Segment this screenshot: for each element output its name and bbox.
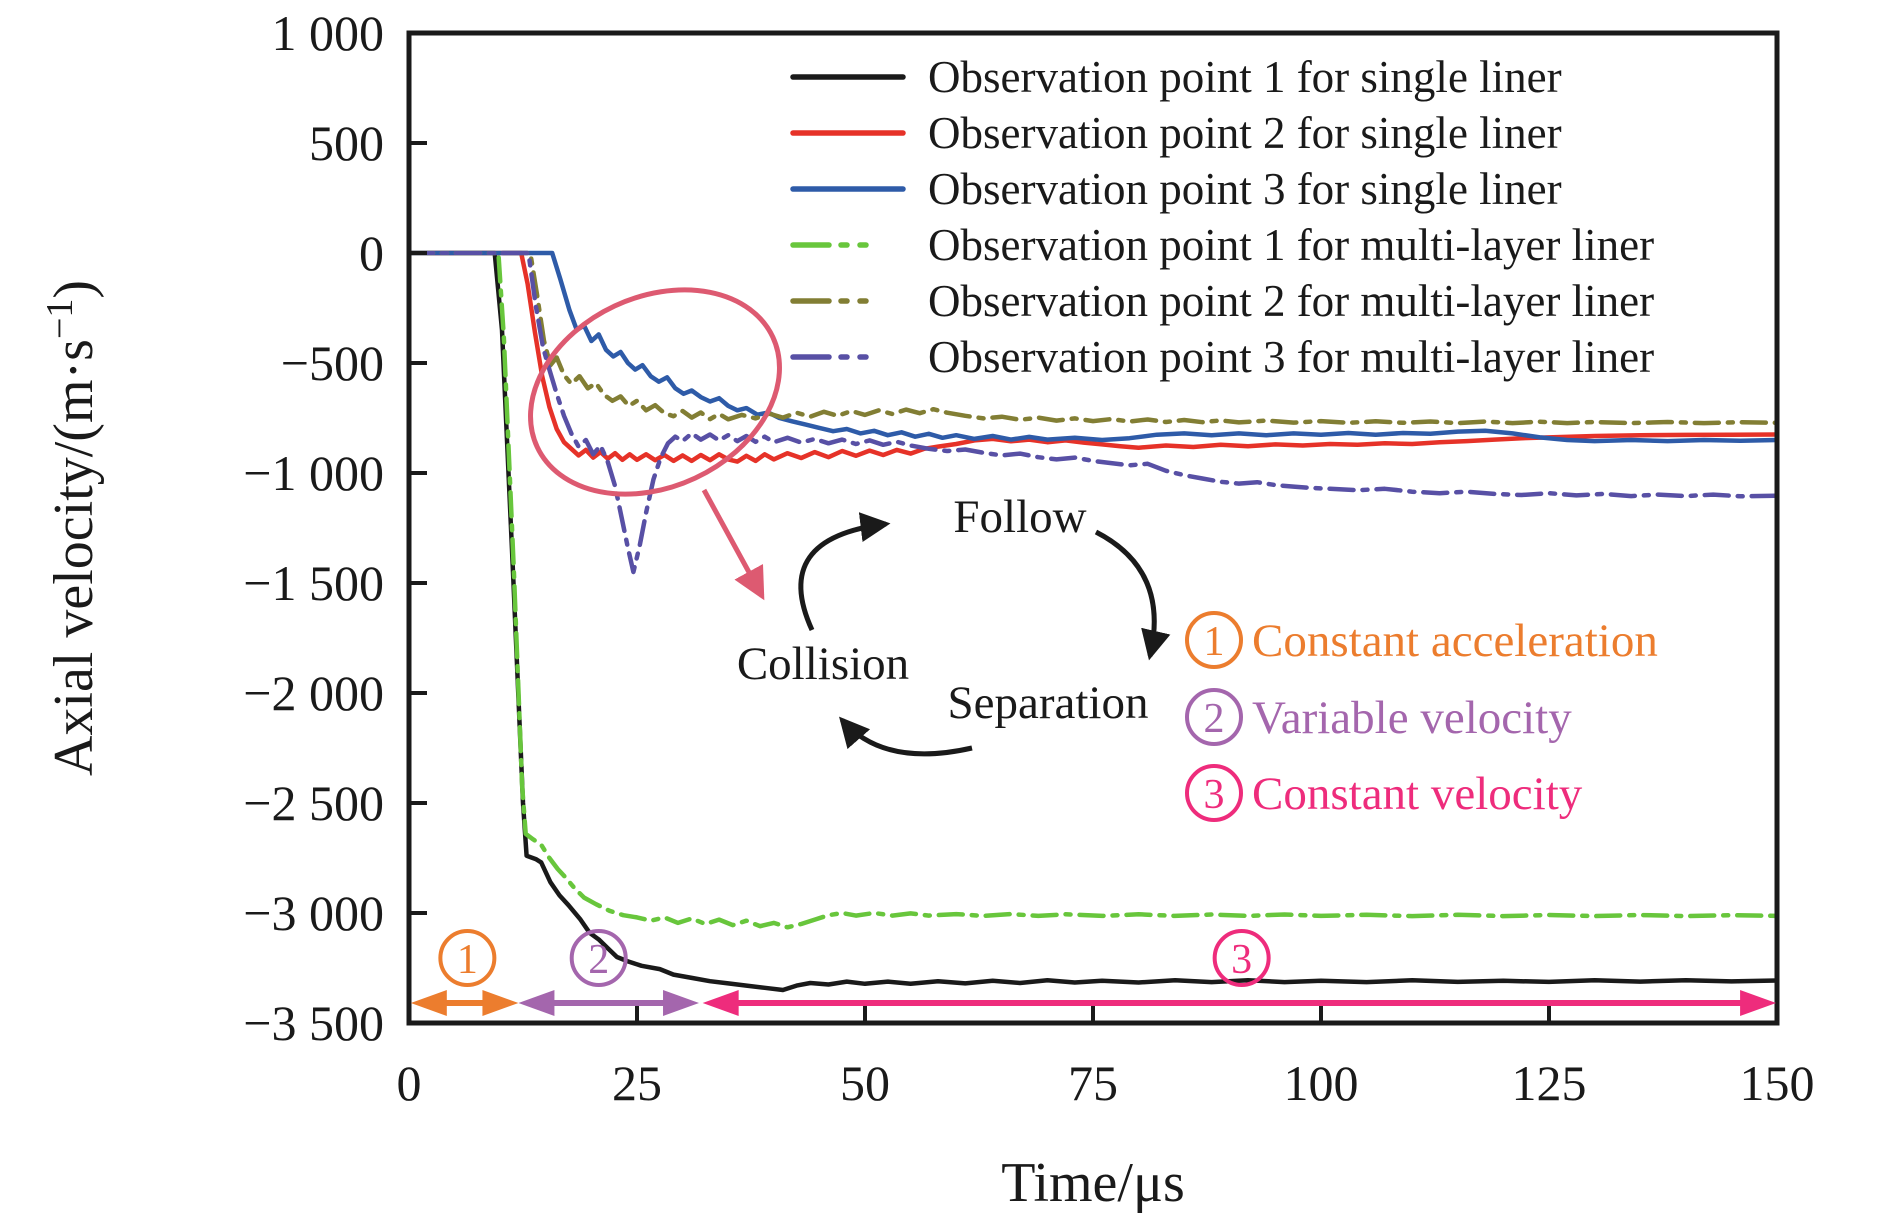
phase-badge-circle-2 — [569, 929, 628, 987]
plot-frame — [406, 30, 1780, 1026]
series-line-4 — [406, 250, 1780, 930]
phase-region-arrows: 1 2 3 — [410, 929, 1777, 1016]
legend-label-1: Observation point 1 for single liner — [928, 52, 1562, 102]
y-tick-label: −3 500 — [243, 995, 384, 1051]
y-tick-label: −500 — [281, 335, 384, 391]
y-axis-title: Axial velocity/(m·s−1) — [39, 280, 105, 776]
phase-list-number-1: 1 — [1204, 619, 1225, 665]
phase-list-circle-2 — [1185, 688, 1243, 746]
phase-arrow-right-head-2 — [663, 990, 700, 1016]
phase-list-number-3: 3 — [1204, 772, 1225, 818]
y-tick-label: −3 000 — [243, 885, 384, 941]
x-tick-label: 25 — [612, 1055, 662, 1111]
legend-label-6: Observation point 3 for multi-layer line… — [928, 332, 1654, 382]
legend-label-4: Observation point 1 for multi-layer line… — [928, 220, 1654, 270]
phase-list-label-3: Constant velocity — [1252, 768, 1583, 820]
cycle-label-collision: Collision — [737, 638, 909, 690]
legend-label-3: Observation point 3 for single liner — [928, 164, 1562, 214]
series-line-1 — [406, 250, 1780, 993]
series-curves — [406, 250, 1780, 993]
phase-list-label-1: Constant acceleration — [1252, 615, 1658, 667]
highlight-arrow — [701, 488, 765, 601]
y-tick-label: −2 000 — [243, 665, 384, 721]
legend: Observation point 1 for single liner Obse… — [790, 52, 1654, 382]
y-tick-label: −1 000 — [243, 445, 384, 501]
y-tick-label: −1 500 — [243, 555, 384, 611]
axis-ticks: 0 25 50 75 100 125 150 1 000 500 0 −500 −1 000 −1 50… — [243, 5, 1814, 1111]
phase-list-circle-3 — [1185, 764, 1243, 822]
series-line-3 — [406, 250, 1780, 444]
cycle-label-separation: Separation — [948, 677, 1149, 729]
x-tick-label: 125 — [1512, 1055, 1587, 1111]
series-line-6 — [406, 250, 1780, 575]
cycle-arrow-separation-to-collision — [839, 716, 973, 757]
phase-badge-number-2: 2 — [588, 937, 609, 983]
phase-list-label-2: Variable velocity — [1252, 692, 1572, 744]
phase-legend-list: 1 Constant acceleration 2 Variable velocity… — [1185, 611, 1658, 822]
phase-arrow-right-head-3 — [1740, 990, 1777, 1016]
phase-badge-number-1: 1 — [457, 937, 478, 983]
phase-list-circle-1 — [1185, 611, 1243, 669]
x-tick-label: 50 — [840, 1055, 890, 1111]
phase-badge-circle-1 — [438, 929, 497, 987]
legend-label-2: Observation point 2 for single liner — [928, 108, 1562, 158]
highlight-ellipse — [528, 287, 782, 497]
x-axis-title: Time/μs — [1001, 1152, 1185, 1214]
legend-label-5: Observation point 2 for multi-layer line… — [928, 276, 1654, 326]
y-tick-label: 500 — [309, 115, 384, 171]
phase-arrow-right-head-1 — [482, 990, 519, 1016]
phase-badge-number-3: 3 — [1231, 937, 1252, 983]
y-tick-label: −2 500 — [243, 775, 384, 831]
x-tick-label: 75 — [1068, 1055, 1118, 1111]
phase-arrow-left-head-3 — [702, 990, 739, 1016]
cycle-arrow-collision-to-follow — [798, 512, 891, 632]
y-axis-title-base: Axial velocity/(m·s — [43, 339, 105, 776]
x-tick-label: 100 — [1284, 1055, 1359, 1111]
phase-arrow-left-head-2 — [518, 990, 555, 1016]
x-tick-label: 0 — [397, 1055, 422, 1111]
phase-list-number-2: 2 — [1204, 696, 1225, 742]
y-tick-label: 0 — [359, 225, 384, 281]
series-line-5 — [406, 250, 1780, 426]
y-tick-label: 1 000 — [272, 5, 385, 61]
phase-arrow-left-head-1 — [410, 990, 447, 1016]
cycle-label-follow: Follow — [953, 491, 1086, 543]
y-axis-title-sup: −1 — [39, 299, 81, 339]
phase-badge-circle-3 — [1212, 929, 1271, 987]
y-axis-title-close: ) — [43, 280, 105, 299]
cycle-arrow-follow-to-separation — [1094, 529, 1171, 661]
x-tick-label: 150 — [1740, 1055, 1815, 1111]
